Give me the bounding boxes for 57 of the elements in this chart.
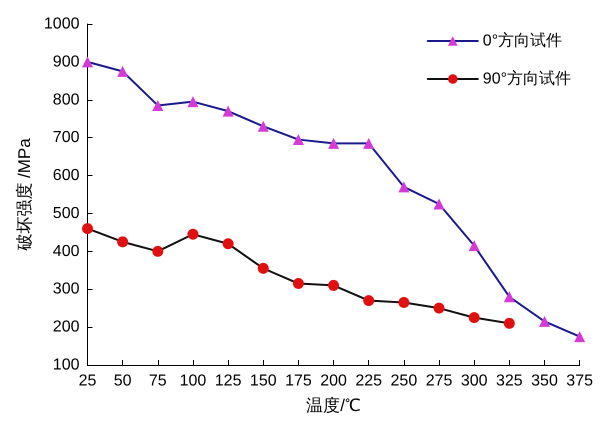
x-tick-label: 250: [390, 372, 418, 390]
x-tick-label: 125: [214, 372, 242, 390]
point: [292, 278, 304, 290]
y-axis-title: 破坏强度 /MPa: [15, 138, 34, 252]
point: [258, 120, 269, 132]
x-tick-label: 350: [531, 372, 558, 390]
y-tick-label: 300: [52, 280, 80, 298]
y-tick-label: 800: [52, 91, 80, 108]
x-tick-label: 150: [250, 372, 277, 390]
y-tick-label: 1000: [44, 16, 80, 32]
point: [468, 312, 480, 324]
point: [398, 181, 410, 192]
point: [152, 246, 164, 257]
point: [363, 138, 374, 149]
y-tick-label: 700: [52, 129, 80, 146]
point: [82, 223, 93, 234]
point: [258, 262, 269, 274]
point: [574, 331, 586, 342]
y-tick-label: 400: [52, 242, 80, 260]
point: [434, 198, 445, 210]
x-tick-label: 375: [566, 372, 594, 390]
point: [117, 236, 128, 248]
y-tick-label: 500: [52, 204, 80, 222]
x-tick-label: 75: [148, 372, 167, 390]
point: [504, 318, 515, 329]
x-tick-label: 200: [320, 372, 348, 390]
point: [82, 56, 93, 68]
point: [434, 302, 445, 314]
y-tick-label: 100: [52, 356, 80, 374]
point: [539, 316, 550, 327]
point: [468, 240, 480, 252]
point: [187, 228, 198, 240]
x-tick-label: 100: [180, 372, 206, 390]
x-tick-label: 275: [426, 372, 452, 390]
x-tick-label: 175: [285, 372, 312, 390]
y-tick-label: 200: [52, 318, 80, 336]
point: [152, 100, 164, 111]
x-tick-label: 300: [460, 372, 488, 390]
point: [328, 138, 340, 149]
legend-label: 90°方向试件: [482, 70, 572, 88]
x-tick-label: 25: [78, 372, 96, 390]
x-axis-title: 温度/℃: [306, 396, 361, 415]
y-tick-label: 600: [52, 167, 80, 184]
x-tick-label: 50: [114, 372, 132, 390]
point: [117, 66, 128, 77]
x-tick-label: 325: [496, 372, 523, 390]
y-tick-label: 900: [52, 53, 80, 70]
point: [292, 134, 304, 146]
point: [398, 296, 410, 308]
point: [504, 291, 515, 302]
point: [187, 96, 198, 108]
x-tick-label: 225: [355, 372, 382, 390]
point: [363, 295, 374, 306]
point: [222, 106, 234, 117]
point: [328, 280, 340, 291]
point: [222, 238, 234, 250]
legend-label: 0°方向试件: [482, 32, 562, 50]
